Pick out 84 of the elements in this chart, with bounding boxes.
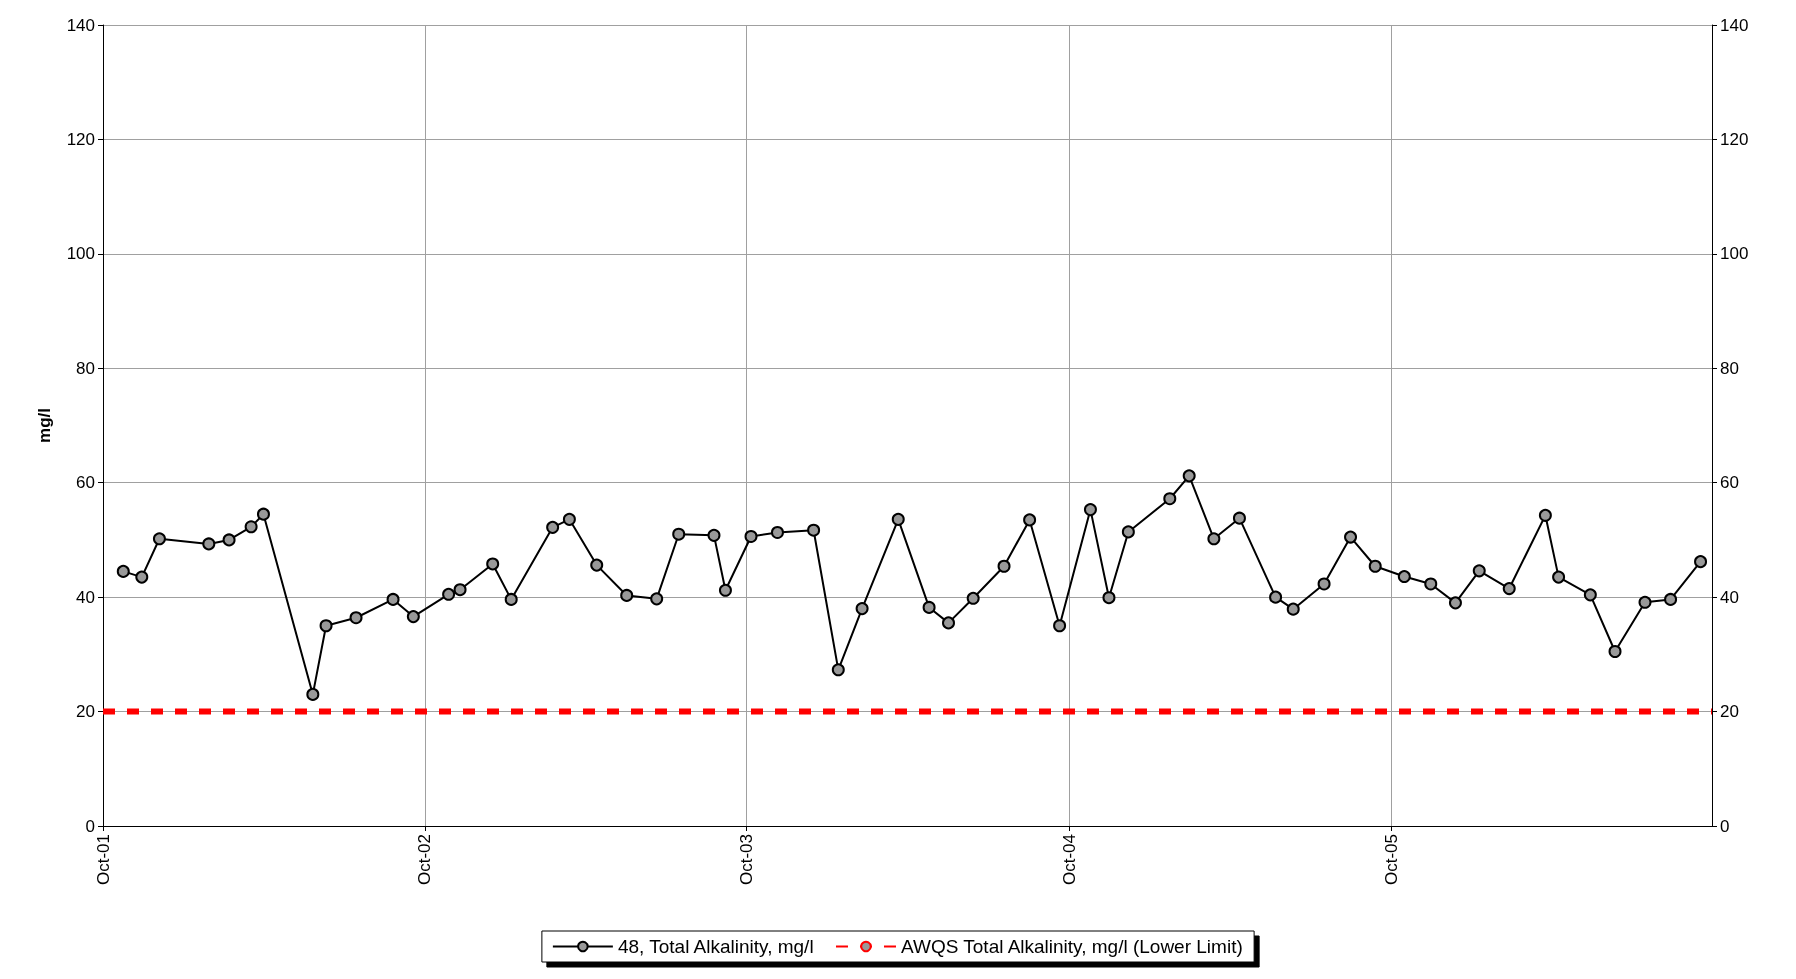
point (349, 611, 363, 625)
y2-tick-label: 140 (1720, 15, 1749, 35)
point (650, 592, 664, 606)
point (1317, 577, 1331, 591)
point (1269, 590, 1283, 604)
point (116, 564, 130, 578)
point (891, 512, 905, 526)
x-tick-label: Oct-02 (415, 834, 435, 886)
point (442, 587, 456, 601)
y2-tick-label: 20 (1720, 702, 1739, 722)
point (486, 557, 500, 571)
point (1424, 577, 1438, 591)
point (306, 687, 320, 701)
point (1121, 525, 1135, 539)
point (1664, 592, 1678, 606)
point (386, 592, 400, 606)
y-tick-label: 120 (66, 129, 95, 149)
point (1207, 532, 1221, 546)
point (1552, 570, 1566, 584)
point (1344, 530, 1358, 544)
point (997, 559, 1011, 573)
point (1023, 513, 1037, 527)
y-tick-label: 80 (76, 358, 95, 378)
legend-label: AWQS Total Alkalinity, mg/l (Lower Limit) (900, 936, 1243, 957)
point (319, 619, 333, 633)
point (1502, 582, 1516, 596)
point (546, 520, 560, 534)
point (1368, 559, 1382, 573)
point (966, 591, 980, 605)
point (831, 663, 845, 677)
y-tick-label: 100 (66, 244, 95, 264)
y2-tick-label: 40 (1720, 587, 1739, 607)
y-axis-title: mg/l (35, 408, 54, 443)
point (672, 527, 686, 541)
point (770, 525, 784, 539)
y-tick-label: 0 (85, 816, 95, 836)
point (1448, 596, 1462, 610)
y-tick-label: 60 (76, 473, 95, 493)
point (1538, 508, 1552, 522)
x-tick-label: Oct-05 (1381, 834, 1401, 886)
point (1694, 555, 1708, 569)
point (244, 520, 258, 534)
x-tick-label: Oct-03 (737, 834, 757, 886)
point (1102, 591, 1116, 605)
point (202, 537, 216, 551)
point (1163, 492, 1177, 506)
point (807, 523, 821, 537)
point (1053, 619, 1067, 633)
point (718, 583, 732, 597)
point (922, 600, 936, 614)
point (1608, 645, 1622, 658)
x-tick-label: Oct-01 (93, 834, 113, 886)
y2-tick-label: 80 (1720, 358, 1739, 378)
y-tick-label: 20 (76, 702, 95, 722)
point (1472, 564, 1486, 578)
y2-tick-label: 60 (1720, 473, 1739, 493)
point (406, 610, 420, 624)
point (222, 533, 236, 547)
point (590, 558, 604, 572)
point (1583, 588, 1597, 602)
point (707, 528, 721, 542)
y-tick-label: 140 (66, 15, 95, 35)
point (620, 588, 634, 602)
point (942, 616, 955, 630)
point (1286, 602, 1300, 616)
y2-tick-label: 120 (1720, 129, 1749, 149)
point (1232, 511, 1246, 525)
point (1638, 595, 1652, 609)
y-tick-label: 40 (76, 587, 95, 607)
point (504, 592, 518, 606)
point (256, 507, 270, 521)
y2-tick-label: 0 (1720, 816, 1730, 836)
point (1083, 503, 1097, 517)
y2-tick-label: 100 (1720, 244, 1749, 264)
legend-label: 48, Total Alkalinity, mg/l (617, 936, 814, 957)
point (1397, 570, 1411, 584)
point (562, 512, 576, 526)
point (1182, 469, 1196, 483)
point (152, 532, 166, 546)
point (855, 602, 869, 616)
point (744, 530, 758, 543)
point (453, 583, 467, 597)
x-tick-label: Oct-04 (1059, 834, 1079, 886)
point (135, 570, 149, 584)
